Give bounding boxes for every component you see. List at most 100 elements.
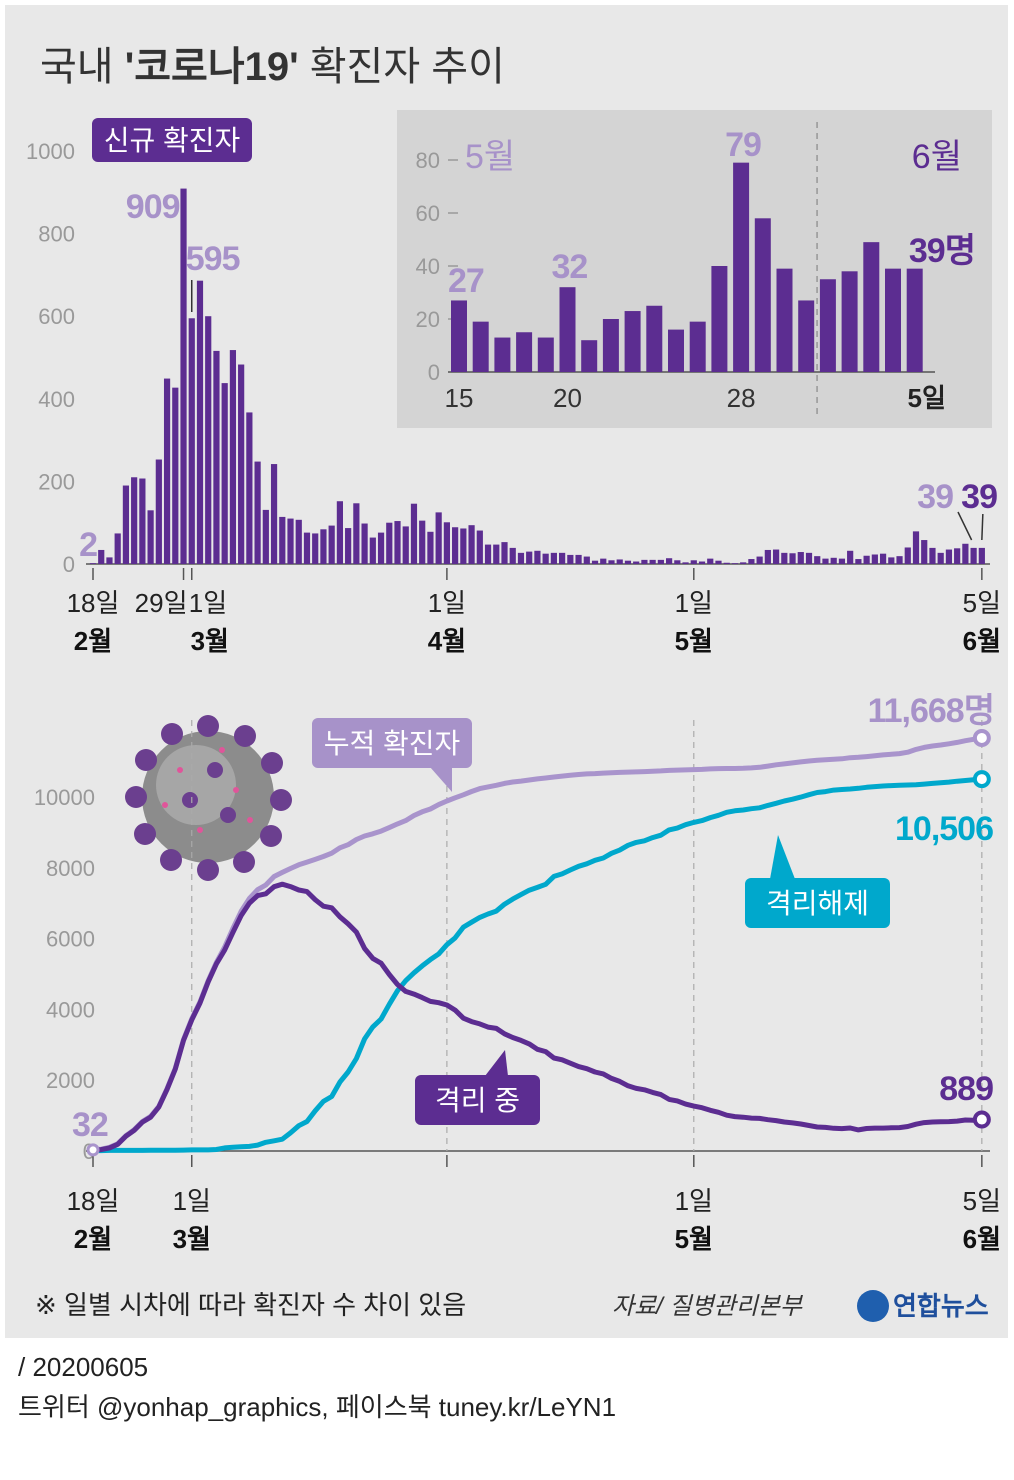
bar xyxy=(526,551,533,564)
footer-date: / 20200605 xyxy=(18,1352,148,1382)
bar xyxy=(814,556,821,564)
bar xyxy=(196,280,204,564)
bar xyxy=(377,532,385,564)
bar xyxy=(361,523,368,564)
bar xyxy=(493,544,500,564)
y-tick-label: 400 xyxy=(38,387,75,412)
bar xyxy=(600,558,607,564)
bar xyxy=(929,547,936,564)
bar xyxy=(443,522,450,564)
bar xyxy=(698,561,706,564)
bar xyxy=(484,544,492,564)
footer-credits: 트위터 @yonhap_graphics, 페이스북 tuney.kr/LeYN… xyxy=(18,1392,616,1422)
bar xyxy=(863,555,870,564)
bar xyxy=(847,550,854,564)
virus-illustration xyxy=(125,715,292,881)
bar xyxy=(89,563,97,564)
x-tick-label: 5일 xyxy=(908,383,946,413)
month-label: 6월 xyxy=(912,138,962,176)
value-label: 32 xyxy=(552,248,588,286)
y-tick-label: 40 xyxy=(416,254,440,279)
bar xyxy=(682,562,689,564)
bar xyxy=(937,552,944,564)
bar xyxy=(312,533,319,564)
x-month-label: 5월 xyxy=(675,1224,713,1254)
legend-label: 격리 중 xyxy=(435,1085,520,1116)
bar xyxy=(624,311,641,372)
bar xyxy=(229,350,237,564)
bar xyxy=(98,549,105,564)
bar xyxy=(715,560,722,564)
bar xyxy=(781,552,788,564)
bar xyxy=(797,552,804,564)
bar xyxy=(616,559,623,564)
bar xyxy=(707,558,714,564)
bar xyxy=(740,562,747,564)
x-tick-label: 18일 xyxy=(67,588,120,618)
leader-line xyxy=(957,511,973,541)
x-month-label: 4월 xyxy=(428,626,466,656)
leader-line xyxy=(981,513,984,541)
bar xyxy=(583,556,590,564)
bar xyxy=(731,563,739,564)
callout-box xyxy=(415,1075,540,1125)
bar xyxy=(879,553,887,564)
bar xyxy=(270,464,278,564)
bar xyxy=(689,321,706,372)
bar xyxy=(106,557,113,564)
bar xyxy=(789,553,796,564)
bar xyxy=(476,530,483,564)
bar xyxy=(550,552,557,564)
x-month-label: 6월 xyxy=(963,1224,1001,1254)
bar xyxy=(213,350,220,564)
month-label: 5월 xyxy=(465,138,515,176)
bar xyxy=(468,525,475,564)
bar xyxy=(748,559,755,564)
bar xyxy=(567,554,574,564)
x-tick-label: 1일 xyxy=(189,588,227,618)
title-part: 확진자 추이 xyxy=(299,45,505,89)
bar xyxy=(254,461,261,564)
y-tick-label: 4000 xyxy=(46,997,95,1022)
bar xyxy=(657,559,664,564)
bar xyxy=(509,547,516,564)
y-tick-label: 800 xyxy=(38,222,75,247)
logo-icon xyxy=(857,1290,889,1322)
bar xyxy=(649,559,656,564)
legend-label: 누적 확진자 xyxy=(324,728,461,759)
value-label: 39 xyxy=(961,478,997,516)
value-label: 32 xyxy=(72,1106,108,1144)
x-month-label: 2월 xyxy=(74,1224,112,1254)
bar xyxy=(904,547,911,564)
bar xyxy=(624,560,632,564)
x-month-label: 2월 xyxy=(74,626,112,656)
bar xyxy=(754,218,771,372)
bar xyxy=(921,540,928,564)
bar xyxy=(501,542,508,564)
bar xyxy=(668,329,684,372)
y-tick-label: 10000 xyxy=(34,785,95,810)
x-month-label: 6월 xyxy=(963,626,1001,656)
bar xyxy=(841,271,858,372)
callout-box xyxy=(312,718,472,768)
value-label: 909 xyxy=(126,188,180,226)
bar xyxy=(221,383,228,564)
line-series xyxy=(93,776,983,1154)
bar xyxy=(608,560,615,564)
bar xyxy=(772,549,780,564)
y-tick-label: 60 xyxy=(416,201,440,226)
bar xyxy=(517,552,525,564)
bar xyxy=(172,387,179,564)
x-tick-label: 29일 xyxy=(135,588,188,618)
bar xyxy=(690,560,697,564)
bar xyxy=(353,503,360,564)
y-tick-label: 200 xyxy=(38,469,75,494)
bar xyxy=(819,279,836,372)
bar xyxy=(822,558,829,564)
bar xyxy=(559,287,576,372)
bar xyxy=(139,478,146,564)
y-tick-label: 600 xyxy=(38,304,75,329)
y-tick-label: 0 xyxy=(63,552,75,577)
bar xyxy=(188,318,195,564)
